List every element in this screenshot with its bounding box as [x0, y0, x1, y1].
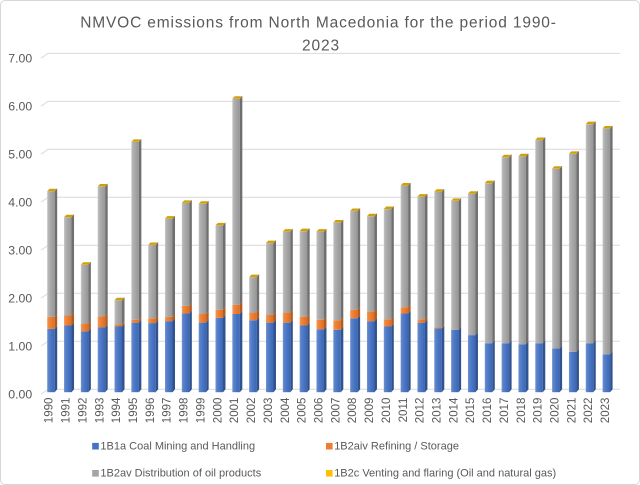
svg-text:1B1a Coal Mining and Handling: 1B1a Coal Mining and Handling: [100, 441, 255, 453]
svg-text:2004: 2004: [280, 397, 292, 423]
svg-text:1996: 1996: [145, 398, 157, 424]
svg-text:0.00: 0.00: [8, 387, 32, 401]
svg-text:2023: 2023: [600, 398, 612, 424]
svg-text:1990: 1990: [44, 398, 56, 424]
svg-text:1991: 1991: [61, 398, 73, 424]
svg-text:2022: 2022: [583, 398, 595, 424]
svg-text:2003: 2003: [263, 398, 275, 424]
svg-text:2002: 2002: [246, 398, 258, 424]
svg-text:3.00: 3.00: [8, 244, 32, 258]
svg-text:2.00: 2.00: [8, 292, 32, 306]
svg-text:2013: 2013: [432, 398, 444, 424]
svg-text:2006: 2006: [313, 398, 325, 424]
svg-text:2020: 2020: [550, 398, 562, 424]
svg-text:2019: 2019: [533, 398, 545, 424]
svg-text:2010: 2010: [381, 398, 393, 424]
svg-text:2008: 2008: [347, 398, 359, 424]
svg-text:2014: 2014: [448, 397, 460, 423]
svg-text:2007: 2007: [330, 398, 342, 424]
svg-text:2005: 2005: [297, 398, 309, 424]
svg-text:5.00: 5.00: [8, 148, 32, 162]
svg-text:1B2aiv Refining / Storage: 1B2aiv Refining / Storage: [334, 441, 459, 453]
svg-text:1B2av Distribution of oil prod: 1B2av Distribution of oil products: [100, 468, 261, 480]
svg-text:NMVOC emissions from North Mac: NMVOC emissions from North Macedonia for…: [80, 14, 557, 31]
svg-text:2018: 2018: [516, 398, 528, 424]
svg-text:2009: 2009: [364, 398, 376, 424]
svg-text:2021: 2021: [566, 398, 578, 424]
svg-text:6.00: 6.00: [8, 100, 32, 114]
svg-text:2011: 2011: [398, 398, 410, 423]
svg-text:2015: 2015: [465, 398, 477, 424]
svg-text:2001: 2001: [229, 398, 241, 424]
svg-text:1.00: 1.00: [8, 339, 32, 353]
svg-text:2016: 2016: [482, 398, 494, 424]
svg-text:1999: 1999: [195, 398, 207, 424]
svg-text:4.00: 4.00: [8, 196, 32, 210]
svg-text:1995: 1995: [128, 398, 140, 424]
svg-text:2023: 2023: [302, 37, 340, 54]
svg-text:1992: 1992: [77, 398, 89, 424]
svg-text:1B2c Venting and flaring (Oil: 1B2c Venting and flaring (Oil and natura…: [334, 468, 556, 480]
svg-text:2012: 2012: [415, 398, 427, 424]
svg-text:1998: 1998: [179, 398, 191, 424]
svg-text:1994: 1994: [111, 397, 123, 423]
svg-text:7.00: 7.00: [8, 52, 32, 66]
svg-text:2000: 2000: [212, 398, 224, 424]
svg-text:2017: 2017: [499, 398, 511, 424]
svg-text:1997: 1997: [162, 398, 174, 424]
svg-text:1993: 1993: [94, 398, 106, 424]
